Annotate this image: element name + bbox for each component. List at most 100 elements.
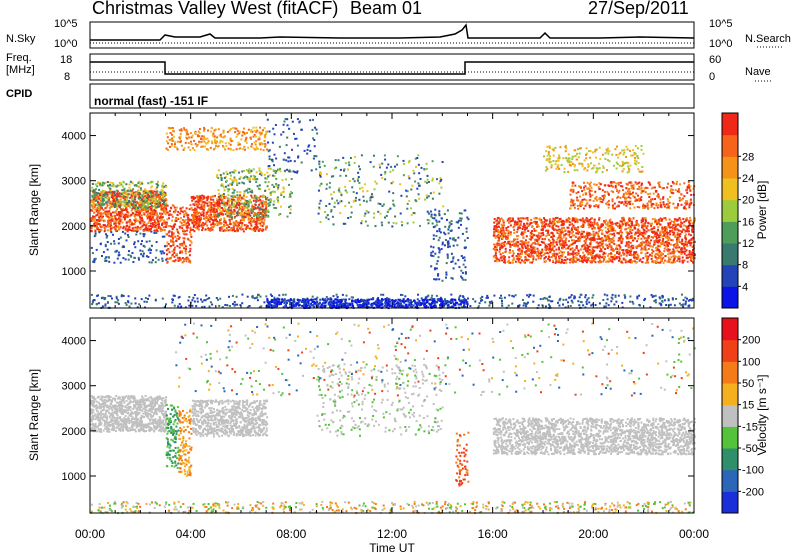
cpid-panel-frame xyxy=(89,83,695,109)
power-cell xyxy=(114,224,117,227)
power-cell xyxy=(628,232,631,235)
power-cell xyxy=(200,214,203,217)
power-cell xyxy=(124,199,127,202)
power-cell xyxy=(283,120,286,123)
power-cell xyxy=(291,120,294,123)
power-cell xyxy=(203,129,206,132)
power-cell xyxy=(267,181,270,183)
power-cell xyxy=(441,279,444,282)
power-cell xyxy=(147,229,150,232)
power-cell xyxy=(206,210,209,213)
power-cell xyxy=(224,196,227,199)
power-cell xyxy=(444,225,447,228)
power-cell xyxy=(381,162,384,165)
power-cell xyxy=(357,176,360,179)
power-cell xyxy=(502,241,505,244)
power-cell xyxy=(200,205,203,208)
power-cell xyxy=(557,225,560,228)
power-cell xyxy=(614,222,617,225)
power-cell xyxy=(190,207,193,209)
power-cell xyxy=(561,231,564,234)
power-cell xyxy=(153,190,156,193)
power-cell xyxy=(247,146,250,149)
power-cell xyxy=(210,223,213,226)
power-cell xyxy=(690,256,693,259)
power-cell xyxy=(225,145,228,148)
power-cell xyxy=(358,165,360,168)
power-cell xyxy=(194,213,197,216)
power-cell xyxy=(91,218,94,221)
power-cell xyxy=(366,224,369,227)
power-cell xyxy=(344,185,347,188)
power-cell xyxy=(267,209,269,212)
power-cell xyxy=(549,246,552,249)
power-cell xyxy=(99,199,102,202)
power-cell xyxy=(330,209,333,211)
power-cell xyxy=(408,161,410,164)
power-cell xyxy=(166,257,169,260)
power-cell xyxy=(365,210,368,213)
power-cell xyxy=(107,212,109,215)
power-cell xyxy=(206,202,209,205)
power-cell xyxy=(114,219,117,222)
power-cell xyxy=(141,240,143,243)
power-cell xyxy=(325,187,328,190)
power-cell xyxy=(180,244,183,247)
power-cell xyxy=(115,199,118,202)
power-cell xyxy=(95,199,98,202)
power-cell xyxy=(109,229,112,232)
power-cell xyxy=(112,198,115,201)
power-cell xyxy=(183,221,186,224)
power-cell xyxy=(577,258,580,261)
power-cell xyxy=(459,217,462,220)
power-cell xyxy=(521,217,524,220)
power-cell xyxy=(629,241,632,244)
power-cell xyxy=(134,196,137,199)
power-cell xyxy=(660,252,663,255)
power-cell xyxy=(525,241,528,244)
power-cell xyxy=(221,207,224,209)
power-cell xyxy=(628,254,631,256)
power-cell xyxy=(98,208,100,211)
power-cell xyxy=(214,140,216,143)
power-cell xyxy=(606,260,609,263)
power-cell xyxy=(516,231,519,233)
power-cell xyxy=(539,257,542,260)
power-cell xyxy=(339,168,342,171)
power-cell xyxy=(589,221,592,224)
power-cell xyxy=(182,224,185,227)
power-cell xyxy=(498,221,501,223)
power-cell xyxy=(314,126,316,129)
power-cell xyxy=(499,253,502,256)
power-cell xyxy=(237,141,240,144)
power-cell xyxy=(135,192,138,195)
power-cell xyxy=(682,228,685,231)
power-cell xyxy=(399,212,402,215)
power-cell xyxy=(149,201,152,204)
power-cell xyxy=(670,226,673,229)
power-cell xyxy=(541,248,544,251)
power-cell xyxy=(116,189,119,192)
power-cell xyxy=(685,254,688,257)
power-cell xyxy=(310,169,313,172)
power-cell xyxy=(599,237,602,240)
power-cell xyxy=(150,230,153,233)
power-cell xyxy=(514,244,516,247)
power-cell xyxy=(665,240,667,243)
power-cell xyxy=(114,217,117,220)
power-cell xyxy=(640,243,643,246)
power-cell xyxy=(155,241,158,243)
power-cell xyxy=(587,226,590,229)
power-cell xyxy=(216,199,219,202)
power-cell xyxy=(169,225,171,227)
power-cell xyxy=(210,210,213,213)
power-cell xyxy=(577,250,580,253)
power-cell xyxy=(235,230,238,233)
power-cell xyxy=(635,261,638,264)
power-cell xyxy=(259,148,262,151)
power-cell xyxy=(583,244,586,247)
power-cell xyxy=(142,235,145,238)
power-cell xyxy=(440,186,443,189)
power-cell xyxy=(659,242,662,245)
power-cell xyxy=(621,220,624,223)
